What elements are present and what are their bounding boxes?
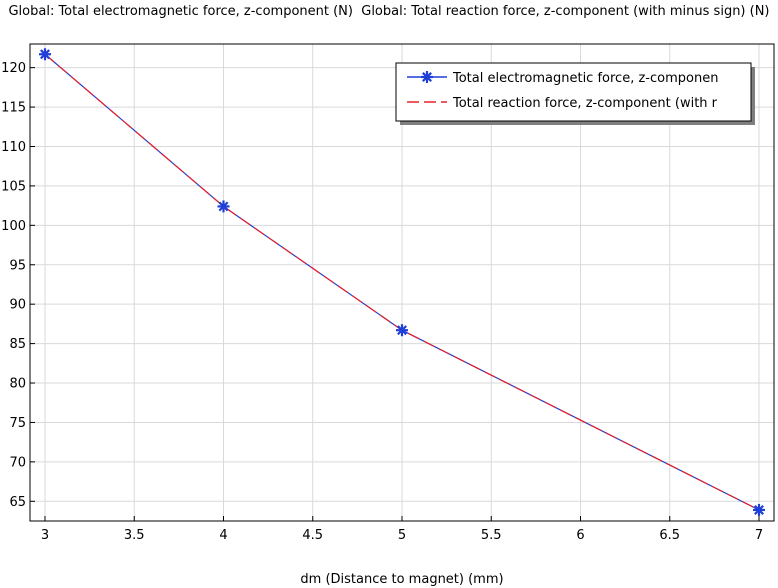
x-tick-label: 6 <box>576 528 584 543</box>
y-tick-label: 100 <box>1 219 26 234</box>
x-tick-label: 4.5 <box>302 528 323 543</box>
x-tick-label: 5.5 <box>481 528 502 543</box>
x-tick-label: 5 <box>398 528 406 543</box>
y-tick-label: 110 <box>1 140 26 155</box>
x-tick-label: 4 <box>219 528 227 543</box>
series-layer <box>39 48 765 516</box>
x-axis-label: dm (Distance to magnet) (mm) <box>300 572 503 587</box>
legend-box <box>395 62 752 122</box>
y-tick-label: 75 <box>9 416 26 431</box>
y-tick-label: 65 <box>9 495 26 510</box>
y-tick-label: 95 <box>9 258 26 273</box>
y-tick-label: 80 <box>9 377 26 392</box>
y-tick-label: 120 <box>1 61 26 76</box>
x-tick-label: 3.5 <box>124 528 145 543</box>
legend: Total electromagnetic force, z-componen T… <box>395 62 755 125</box>
x-tick-label: 3 <box>41 528 49 543</box>
y-tick-label: 105 <box>1 179 26 194</box>
data-point-marker <box>753 503 765 516</box>
y-tick-label: 115 <box>1 101 26 116</box>
data-point-marker <box>217 200 230 213</box>
legend-label: Total reaction force, z-component (with … <box>452 96 718 111</box>
data-point-marker <box>396 324 408 337</box>
legend-label: Total electromagnetic force, z-componen <box>452 71 718 86</box>
y-tick-label: 85 <box>9 337 26 352</box>
x-tick-label: 7 <box>755 528 763 543</box>
chart-title: Global: Total electromagnetic force, z-c… <box>8 4 770 19</box>
y-tick-label: 90 <box>9 298 26 313</box>
data-point-marker <box>421 71 433 83</box>
axis-ticks: 3 3.5 4 4.5 5 5.5 6 6.5 7 65 70 75 80 85 90 95 100 105 110… <box>1 61 763 543</box>
x-tick-label: 6.5 <box>659 528 680 543</box>
legend-items: Total electromagnetic force, z-componen T… <box>407 71 718 111</box>
series-line-1 <box>44 53 760 511</box>
data-point-marker <box>39 48 51 61</box>
y-tick-label: 70 <box>9 455 26 470</box>
